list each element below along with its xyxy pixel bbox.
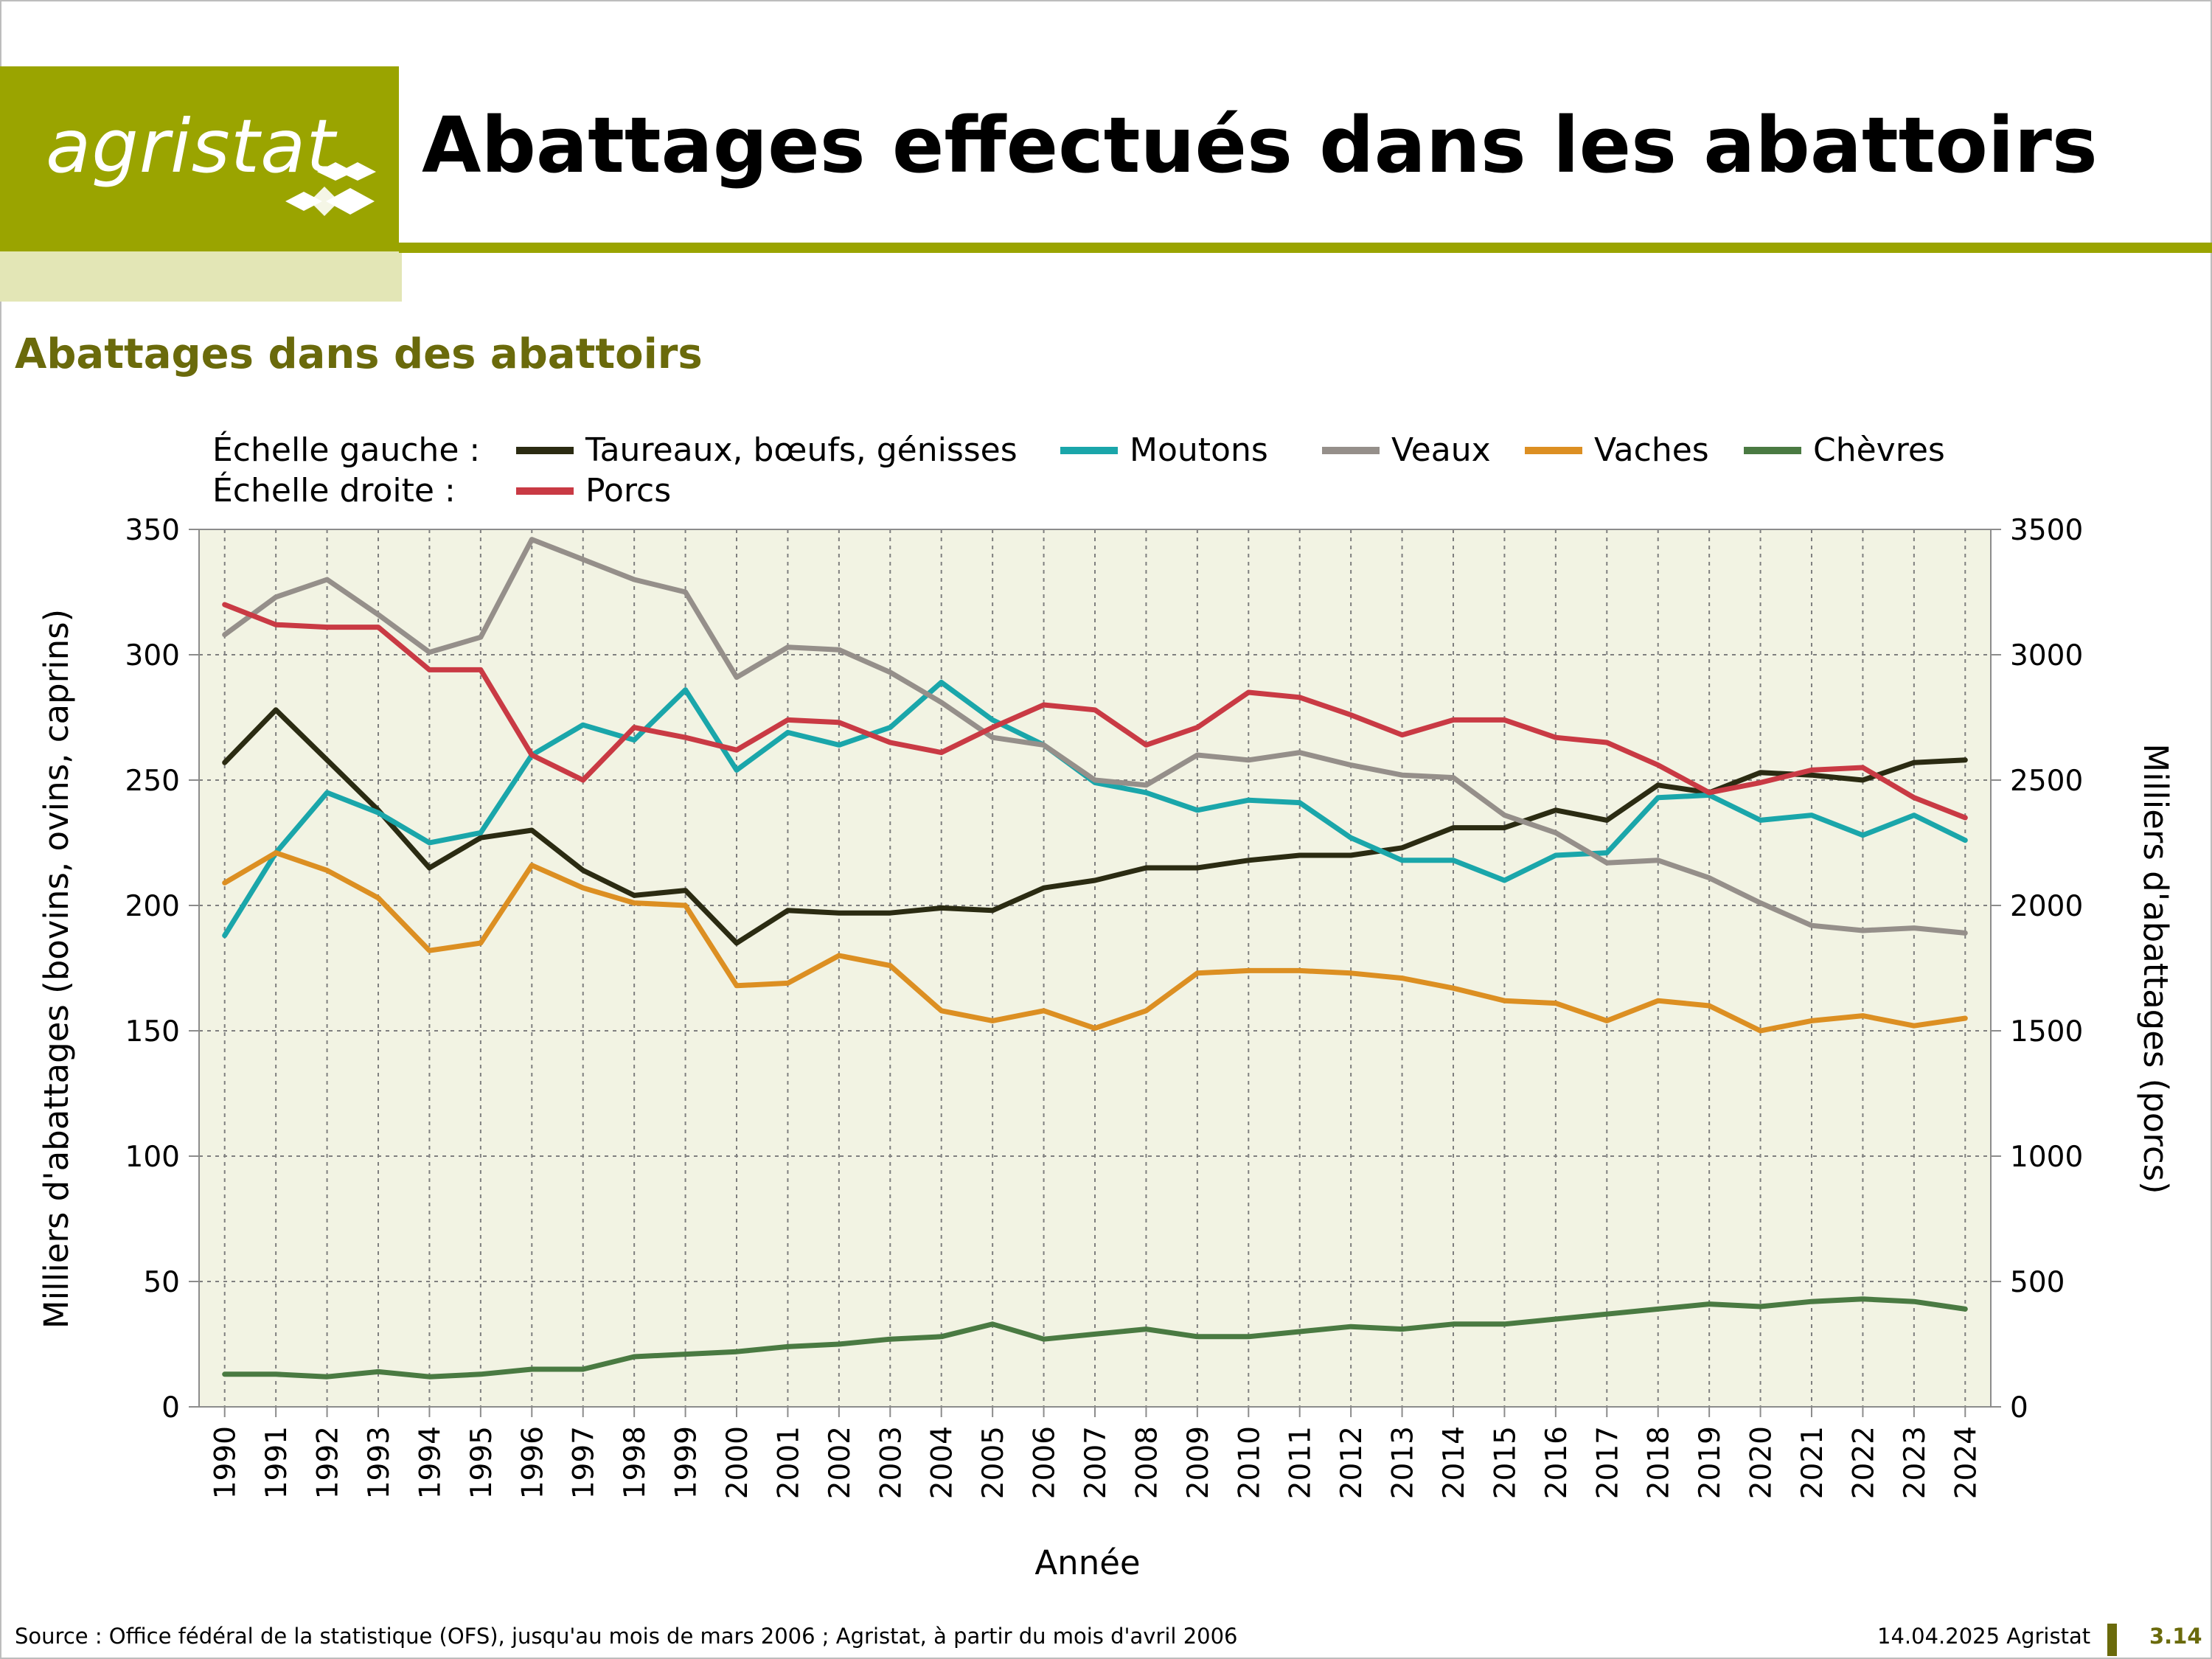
series-layer bbox=[222, 537, 1968, 1380]
x-tick-label: 1998 bbox=[619, 1426, 652, 1499]
x-tick-label: 2015 bbox=[1489, 1426, 1522, 1499]
x-tick-label: 2012 bbox=[1335, 1426, 1368, 1499]
x-tick-label: 1997 bbox=[568, 1426, 601, 1499]
legend-item: Vaches bbox=[1525, 431, 1709, 469]
x-tick-label: 1991 bbox=[260, 1426, 293, 1499]
x-tick-label: 2008 bbox=[1130, 1426, 1164, 1499]
x-tick-label: 2013 bbox=[1387, 1426, 1420, 1499]
x-tick-label: 1994 bbox=[414, 1426, 447, 1499]
x-tick-label: 2022 bbox=[1847, 1426, 1880, 1499]
x-tick-label: 2010 bbox=[1233, 1426, 1266, 1499]
legend-label: Chèvres bbox=[1813, 431, 1945, 469]
footer-divider bbox=[2107, 1624, 2117, 1656]
legend-item: Chèvres bbox=[1744, 431, 1945, 469]
x-tick-label: 2014 bbox=[1438, 1426, 1471, 1499]
series-line-porcs bbox=[222, 602, 1968, 821]
x-tick-label: 1995 bbox=[465, 1426, 498, 1499]
legend: Échelle gauche : Échelle droite : Taurea… bbox=[212, 430, 1945, 509]
x-axis-title: Année bbox=[1034, 1543, 1140, 1582]
right-tick-label: 1000 bbox=[2010, 1141, 2083, 1174]
header-accent-band bbox=[0, 251, 402, 302]
right-tick-label: 3500 bbox=[2010, 514, 2083, 547]
x-tick-label: 2009 bbox=[1182, 1426, 1215, 1499]
x-tick-label: 2004 bbox=[926, 1426, 959, 1499]
logo-diamonds-icon bbox=[285, 162, 376, 216]
x-tick-label: 1996 bbox=[516, 1426, 549, 1499]
x-tick-label: 2018 bbox=[1643, 1426, 1676, 1499]
line-chart: 0 50 100 150 200 250 300 350 0 500 1000 1500 2000 25… bbox=[37, 430, 2175, 1582]
left-tick-label: 300 bbox=[125, 639, 180, 672]
legend-label: Taureaux, bœufs, génisses bbox=[585, 431, 1018, 469]
legend-label: Moutons bbox=[1130, 431, 1268, 469]
right-tick-label: 0 bbox=[2010, 1391, 2028, 1425]
left-tick-label: 50 bbox=[143, 1266, 180, 1299]
left-tick-label: 250 bbox=[125, 765, 180, 798]
x-tick-label: 1990 bbox=[209, 1426, 243, 1499]
legend-label: Veaux bbox=[1391, 431, 1491, 469]
x-tick-label: 2003 bbox=[874, 1426, 908, 1499]
series-line-taureaux-b-ufs-g-nisses bbox=[222, 707, 1968, 946]
x-tick-label: 2024 bbox=[1950, 1426, 1983, 1499]
x-tick-label: 1992 bbox=[312, 1426, 345, 1499]
left-axis-title: Milliers d'abattages (bovins, ovins, cap… bbox=[37, 609, 76, 1329]
legend-item: Porcs bbox=[516, 472, 671, 509]
x-tick-label: 2011 bbox=[1284, 1426, 1318, 1499]
x-tick-label: 2017 bbox=[1591, 1426, 1624, 1499]
x-tick-label: 2002 bbox=[824, 1426, 857, 1499]
page-number: 3.14 bbox=[2149, 1624, 2202, 1649]
series-line-veaux bbox=[222, 537, 1968, 936]
agristat-logo bbox=[0, 66, 399, 251]
grid-lines bbox=[199, 529, 1991, 1407]
left-tick-label: 350 bbox=[125, 514, 180, 547]
x-tick-label: 2001 bbox=[772, 1426, 805, 1499]
legend-right-scale-label: Échelle droite : bbox=[212, 470, 456, 509]
right-tick-label: 3000 bbox=[2010, 639, 2083, 672]
legend-label: Porcs bbox=[585, 472, 671, 509]
left-tick-label: 100 bbox=[125, 1141, 180, 1174]
right-tick-label: 500 bbox=[2010, 1266, 2065, 1299]
footer-date: 14.04.2025 Agristat bbox=[1877, 1624, 2091, 1649]
x-tick-label: 1993 bbox=[363, 1426, 396, 1499]
x-tick-label: 2000 bbox=[721, 1426, 754, 1499]
left-axis-ticks: 0 50 100 150 200 250 300 350 bbox=[125, 514, 199, 1425]
x-tick-label: 1999 bbox=[670, 1426, 703, 1499]
header-rule bbox=[399, 243, 2212, 253]
x-tick-label: 2021 bbox=[1796, 1426, 1829, 1499]
series-line-vaches bbox=[222, 850, 1968, 1034]
page-title: Abattages effectués dans les abattoirs bbox=[422, 100, 2098, 190]
series-line-ch-vres bbox=[222, 1296, 1968, 1380]
right-axis-title: Milliers d'abattages (porcs) bbox=[2136, 743, 2175, 1194]
left-tick-label: 200 bbox=[125, 890, 180, 923]
legend-left-scale-label: Échelle gauche : bbox=[212, 430, 480, 469]
legend-item: Moutons bbox=[1060, 431, 1268, 469]
x-tick-label: 2006 bbox=[1029, 1426, 1062, 1499]
x-axis-ticks: 1990 1991 1992 1993 1994 1995 1996 1997 1998 1999… bbox=[209, 1407, 1983, 1499]
right-tick-label: 2500 bbox=[2010, 765, 2083, 798]
left-tick-label: 150 bbox=[125, 1015, 180, 1048]
legend-label: Vaches bbox=[1594, 431, 1709, 469]
x-tick-label: 2020 bbox=[1745, 1426, 1778, 1499]
right-axis-ticks: 0 500 1000 1500 2000 2500 3000 3500 bbox=[1991, 514, 2083, 1425]
chart-subtitle: Abattages dans des abattoirs bbox=[15, 330, 703, 378]
x-tick-label: 2016 bbox=[1540, 1426, 1573, 1499]
right-tick-label: 2000 bbox=[2010, 890, 2083, 923]
x-tick-label: 2019 bbox=[1694, 1426, 1727, 1499]
logo-text: agristat bbox=[46, 103, 336, 189]
legend-item: Veaux bbox=[1322, 431, 1491, 469]
legend-item: Taureaux, bœufs, génisses bbox=[516, 431, 1018, 469]
x-tick-label: 2005 bbox=[977, 1426, 1010, 1499]
right-tick-label: 1500 bbox=[2010, 1015, 2083, 1048]
footer-source: Source : Office fédéral de la statistiqu… bbox=[15, 1624, 1238, 1649]
left-tick-label: 0 bbox=[161, 1391, 180, 1425]
x-tick-label: 2007 bbox=[1079, 1426, 1113, 1499]
x-tick-label: 2023 bbox=[1899, 1426, 1932, 1499]
